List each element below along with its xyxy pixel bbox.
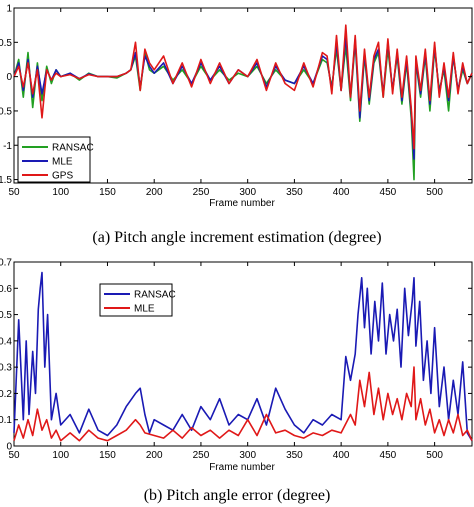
x-ticks-b: 50 100 150 200 250 300 350 400 450 500	[8, 262, 443, 461]
y-tick-label: 0.6	[0, 284, 12, 295]
legend-label: MLE	[52, 157, 73, 168]
x-axis-label-b: Frame number	[209, 462, 275, 473]
legend-box	[99, 283, 173, 317]
x-axis-label-a: Frame number	[209, 198, 275, 209]
y-tick-label: 0.7	[0, 258, 12, 269]
x-tick-label: 250	[193, 187, 210, 198]
y-tick-label: 0.2	[0, 389, 12, 400]
chart-b: 0 0.1 0.2 0.3 0.4 0.5 0.6 0.7 50 100 150 200 250 300…	[0, 258, 473, 504]
legend-label: MLE	[134, 304, 155, 315]
series-group-a	[13, 24, 473, 181]
y-tick-label: -1.5	[0, 175, 12, 186]
legend-label: GPS	[52, 171, 73, 182]
series-group-b	[13, 271, 473, 442]
caption-b: (b) Pitch angle error (degree)	[144, 487, 331, 504]
y-tick-label: 0	[6, 72, 12, 83]
x-tick-label: 350	[286, 187, 303, 198]
x-tick-label: 150	[99, 450, 116, 461]
y-tick-label: 0.5	[0, 310, 12, 321]
x-tick-label: 450	[380, 450, 397, 461]
x-tick-label: 500	[426, 450, 443, 461]
x-tick-label: 300	[239, 187, 256, 198]
y-tick-label: 0.4	[0, 336, 12, 347]
chart-a: -1.5 -1 -0.5 0 0.5 1 50 100 150 200 250 300 350 400 4…	[0, 4, 473, 246]
y-ticks-a: -1.5 -1 -0.5 0 0.5 1	[0, 4, 472, 186]
x-tick-label: 250	[193, 450, 210, 461]
caption-a: (a) Pitch angle increment estimation (de…	[92, 229, 381, 246]
y-tick-label: -1	[3, 141, 12, 152]
series-line-mle	[13, 366, 473, 442]
y-tick-label: 0.3	[0, 363, 12, 374]
plot-area-b	[13, 261, 473, 447]
x-tick-label: 300	[239, 450, 256, 461]
x-tick-label: 150	[99, 187, 116, 198]
x-tick-label: 500	[426, 187, 443, 198]
x-tick-label: 100	[52, 450, 69, 461]
x-tick-label: 200	[146, 187, 163, 198]
x-tick-label: 350	[286, 450, 303, 461]
y-tick-label: 0.1	[0, 415, 12, 426]
y-tick-label: -0.5	[0, 106, 12, 117]
x-tick-label: 50	[8, 187, 20, 198]
x-tick-label: 400	[333, 187, 350, 198]
y-ticks-b: 0 0.1 0.2 0.3 0.4 0.5 0.6 0.7	[0, 258, 472, 453]
x-tick-label: 100	[52, 187, 69, 198]
legend-b: RANSAC MLE	[99, 283, 176, 317]
legend-a: RANSAC MLE GPS	[17, 136, 94, 183]
y-tick-label: 1	[6, 4, 12, 15]
x-tick-label: 450	[380, 187, 397, 198]
x-tick-label: 400	[333, 450, 350, 461]
legend-label: RANSAC	[134, 290, 176, 301]
y-tick-label: 0.5	[0, 38, 12, 49]
x-ticks-a: 50 100 150 200 250 300 350 400 450 500	[8, 8, 443, 198]
legend-label: RANSAC	[52, 143, 94, 154]
y-tick-label: 0	[6, 442, 12, 453]
x-tick-label: 50	[8, 450, 20, 461]
x-tick-label: 200	[146, 450, 163, 461]
series-line-ransac	[13, 271, 473, 442]
series-line-gps	[13, 24, 473, 150]
